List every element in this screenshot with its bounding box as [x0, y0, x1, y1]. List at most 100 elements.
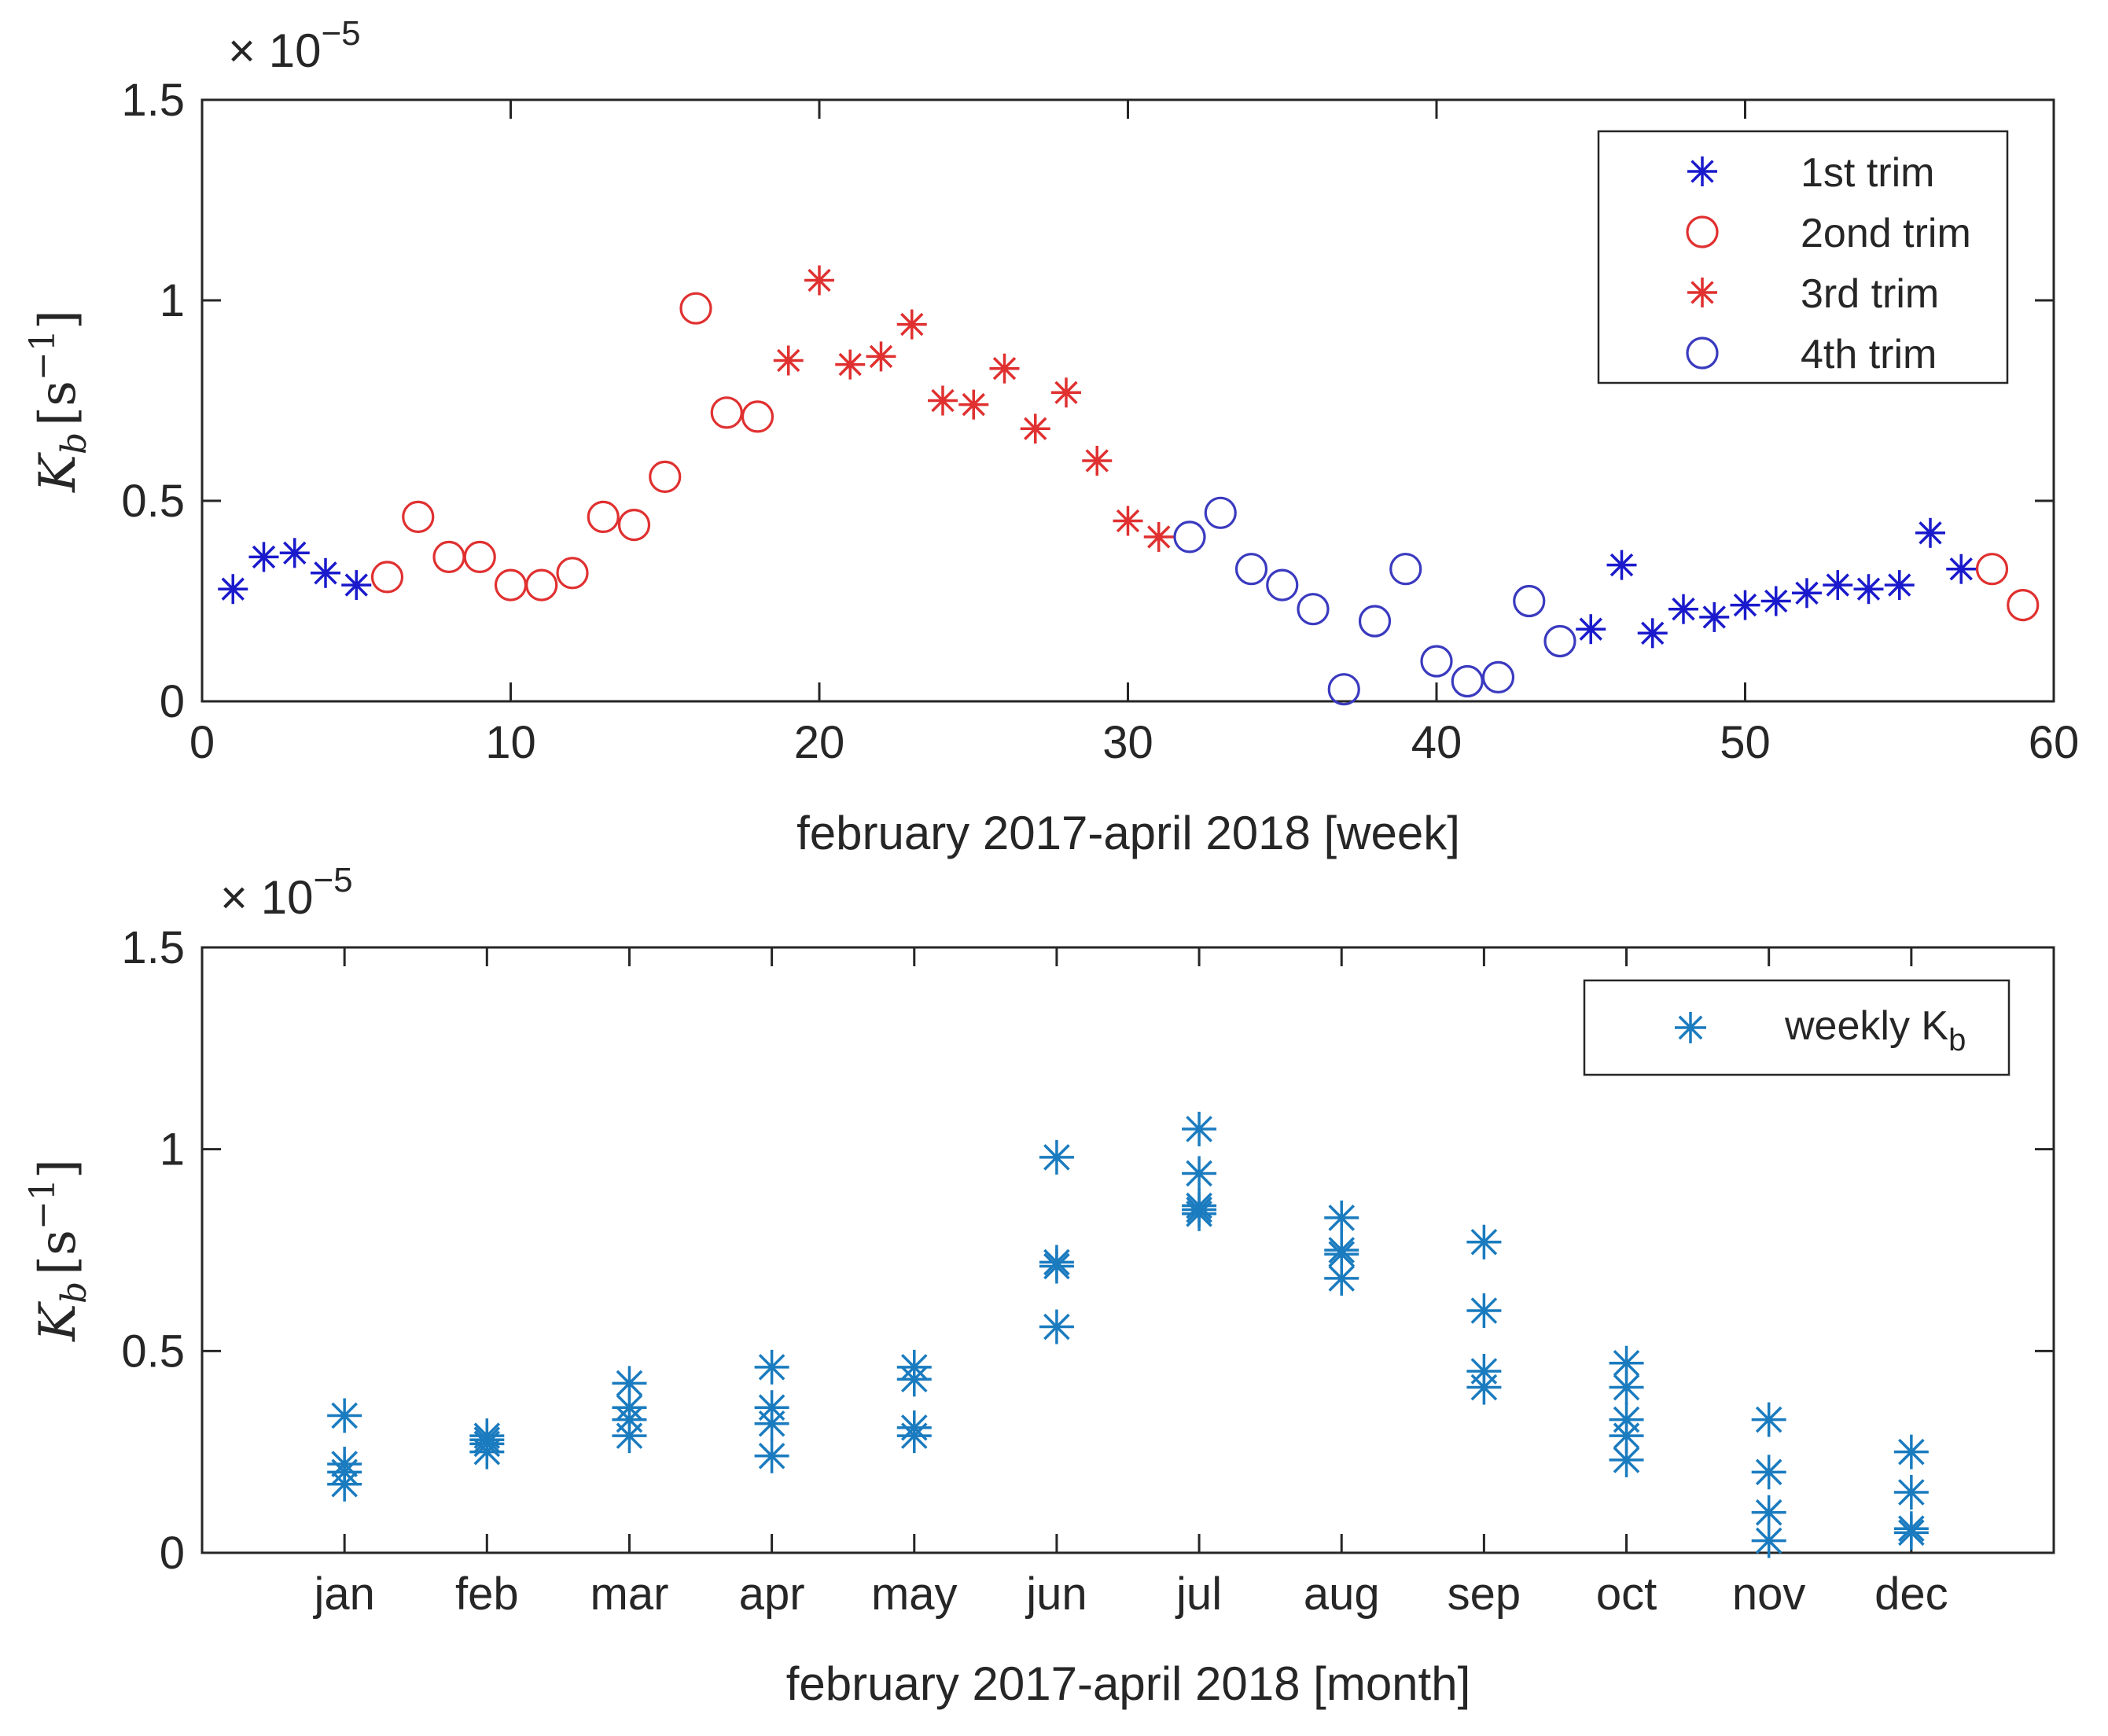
- top-point-s2-9: [1051, 377, 1081, 408]
- bottom-legend-marker-0: [1675, 1012, 1706, 1043]
- top-ytick-label-1: 0.5: [121, 476, 185, 527]
- top-legend-marker-1: [1686, 215, 1719, 248]
- bottom-point-jun-20: [1039, 1139, 1074, 1175]
- bottom-point-dec-46: [1893, 1434, 1929, 1469]
- top-point-s1-11: [710, 396, 743, 429]
- top-legend-label-2: 2ond trim: [1801, 211, 1971, 256]
- bottom-y-axis-label: Kb [s−1]: [23, 1159, 94, 1342]
- top-point-s2-8: [1020, 414, 1050, 444]
- top-ytick-label-2: 1: [160, 275, 185, 326]
- top-point-s3-5: [1327, 673, 1360, 706]
- bottom-legend-label: weekly Kb: [1784, 1003, 1966, 1057]
- top-point-s0-1: [248, 542, 279, 572]
- top-point-s0-3: [311, 557, 340, 588]
- top-point-s0-12: [1792, 578, 1822, 609]
- top-point-s1-3: [463, 540, 496, 574]
- bottom-x-axis-label: february 2017-april 2018 [month]: [786, 1657, 1471, 1710]
- bottom-point-may-17: [896, 1362, 932, 1397]
- bottom-point-jan-0: [327, 1398, 362, 1433]
- bottom-point-sep-34: [1466, 1293, 1502, 1328]
- top-tick-labels: 0 0.5 1 1.5 0 10 20 30 40 50 60: [121, 75, 2079, 768]
- top-ylabel-unit-open: [s: [29, 381, 87, 426]
- bottom-point-jun-23: [1039, 1309, 1074, 1344]
- bottom-point-apr-15: [754, 1438, 789, 1473]
- top-point-s1-7: [587, 500, 620, 534]
- bottom-point-oct-38: [1609, 1370, 1644, 1405]
- top-point-s2-5: [928, 385, 958, 416]
- top-legend: 1st trim 2ond trim 3rd trim 4th trim: [1597, 130, 2009, 384]
- bottom-point-mar-11: [612, 1418, 647, 1454]
- top-point-s3-12: [1543, 624, 1576, 658]
- top-legend-box: [1597, 130, 2009, 384]
- top-point-s0-5: [1576, 614, 1606, 645]
- bottom-exponent-label: × 10−5: [220, 861, 353, 924]
- top-point-s0-8: [1668, 594, 1698, 624]
- top-point-s0-17: [1946, 554, 1977, 584]
- bottom-point-feb-7: [469, 1422, 505, 1458]
- bottom-point-sep-33: [1466, 1224, 1502, 1260]
- bottom-legend: weekly Kb: [1583, 979, 2011, 1076]
- bottom-point-jun-22: [1039, 1249, 1074, 1284]
- top-point-s0-13: [1823, 570, 1853, 601]
- bottom-point-jul-25: [1182, 1156, 1217, 1191]
- top-point-s3-10: [1481, 660, 1515, 694]
- top-point-s1-6: [556, 557, 589, 590]
- bottom-xtick-label-0: jan: [312, 1569, 374, 1620]
- top-point-s3-1: [1204, 496, 1237, 529]
- top-xtick-label-1: 10: [485, 717, 536, 768]
- top-point-s2-12: [1143, 521, 1174, 552]
- top-y-axis-label: Kb [s−1]: [23, 310, 94, 493]
- bottom-xtick-label-8: sep: [1448, 1569, 1521, 1620]
- bottom-ticks: [202, 946, 2054, 1554]
- bottom-legend-box: [1583, 979, 2011, 1076]
- top-x-axis-label: february 2017-april 2018 [week]: [796, 807, 1460, 859]
- bottom-ylabel-unit-close: ]: [29, 1159, 87, 1179]
- top-ylabel-base: K: [29, 452, 87, 493]
- top-point-s2-3: [866, 341, 896, 372]
- top-point-s0-2: [279, 538, 310, 568]
- bottom-point-jul-28: [1182, 1192, 1217, 1227]
- top-legend-marker-0: [1687, 156, 1717, 186]
- top-exponent-prefix: × 10: [228, 24, 321, 77]
- top-point-s1-10: [679, 292, 712, 325]
- top-point-s0-15: [1884, 570, 1915, 601]
- bottom-legend-name-sub: b: [1948, 1023, 1966, 1057]
- bottom-ytick-label-0: 0: [160, 1528, 185, 1579]
- top-legend-label-3: 3rd trim: [1801, 271, 1939, 317]
- bottom-point-aug-32: [1324, 1260, 1359, 1296]
- top-point-s1-12: [741, 400, 774, 433]
- top-point-s3-2: [1234, 553, 1268, 586]
- top-exponent-power: −5: [321, 14, 360, 53]
- bottom-point-apr-14: [754, 1406, 789, 1441]
- top-legend-marker-3: [1686, 337, 1719, 370]
- top-point-s0-9: [1699, 601, 1730, 632]
- top-point-s3-4: [1297, 593, 1330, 626]
- bottom-exponent-prefix: × 10: [220, 871, 313, 924]
- bottom-xtick-label-11: dec: [1874, 1569, 1948, 1620]
- bottom-point-dec-49: [1893, 1515, 1929, 1550]
- top-legend-marker-2: [1687, 278, 1717, 307]
- top-ticks: [200, 98, 2055, 703]
- bottom-ylabel-unit-sup: −1: [23, 1179, 63, 1230]
- bottom-xtick-label-10: nov: [1732, 1569, 1806, 1620]
- bottom-xtick-label-5: jun: [1025, 1569, 1087, 1620]
- weekly-chart: 0 0.5 1 1.5 0 10 20 30 40 50 60 × 10−5 february 20…: [23, 14, 2079, 859]
- top-point-s1-1: [402, 500, 435, 534]
- bottom-legend-name: weekly K: [1784, 1003, 1948, 1049]
- top-point-s1-5: [525, 568, 558, 601]
- top-point-s3-9: [1451, 664, 1484, 698]
- bottom-point-may-19: [896, 1418, 932, 1454]
- top-xtick-label-3: 30: [1102, 717, 1153, 768]
- top-point-s1-13: [1975, 553, 2009, 586]
- bottom-xtick-label-4: may: [871, 1569, 958, 1620]
- bottom-xtick-label-2: mar: [590, 1569, 669, 1620]
- top-xtick-label-2: 20: [794, 717, 845, 768]
- bottom-xtick-label-9: oct: [1596, 1569, 1657, 1620]
- top-legend-markers: [1686, 156, 1719, 370]
- bottom-ytick-label-3: 1.5: [121, 922, 185, 973]
- top-point-s0-14: [1853, 574, 1884, 605]
- top-xtick-label-0: 0: [189, 717, 215, 768]
- bottom-ytick-label-2: 1: [160, 1124, 185, 1175]
- top-exponent-label: × 10−5: [228, 14, 361, 77]
